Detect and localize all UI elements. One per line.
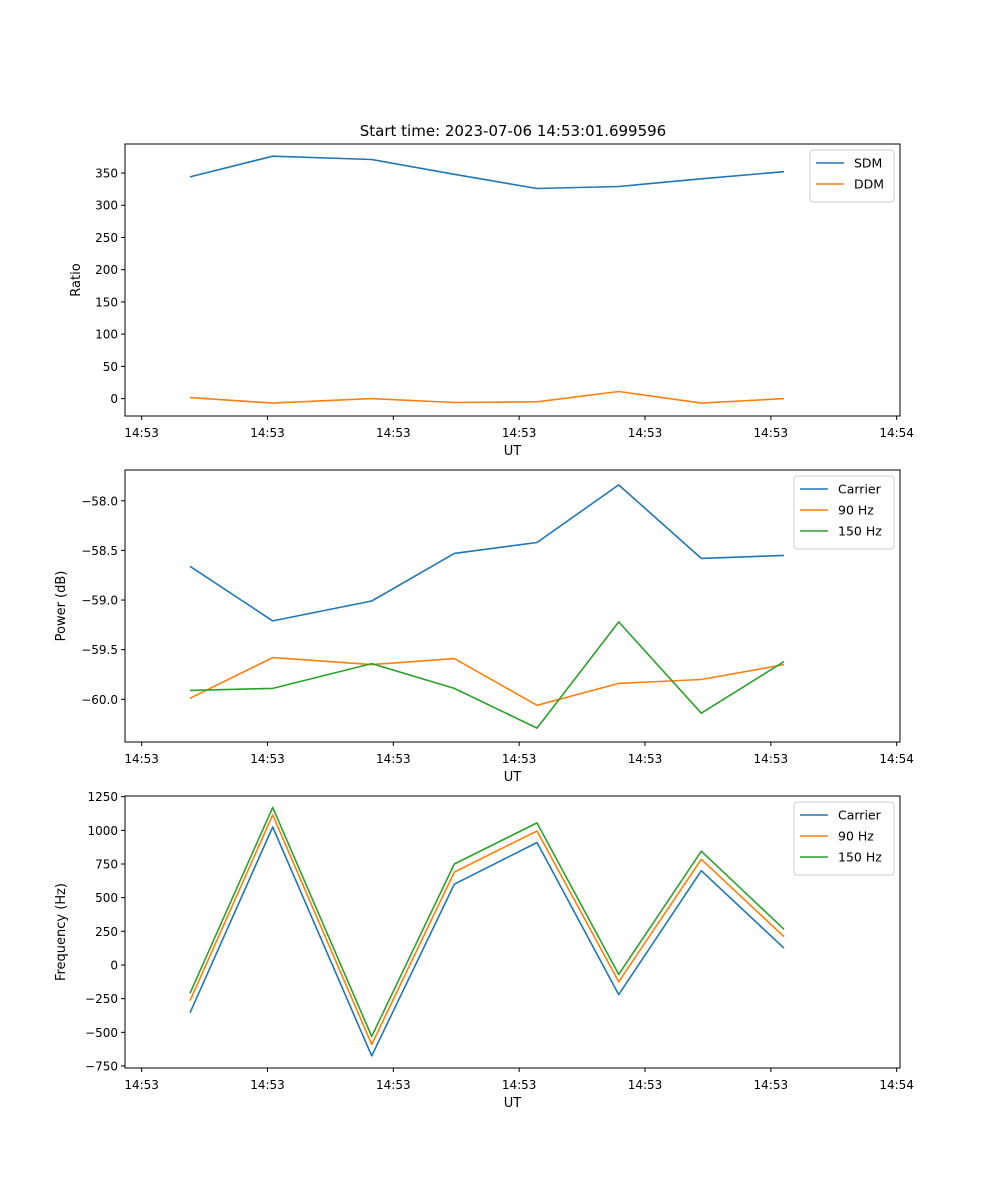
figure-title: Start time: 2023-07-06 14:53:01.699596	[360, 122, 666, 140]
x-tick-label: 14:54	[879, 426, 914, 440]
x-tick-label: 14:53	[250, 752, 285, 766]
y-tick-label: 300	[95, 199, 118, 213]
y-tick-label: 150	[95, 295, 118, 309]
subplot-power: 14:53 14:53 14:53 14:53 14:53 14:53 14:54 −60.0…	[54, 469, 914, 785]
series-line-90-hz	[189, 814, 785, 1046]
x-tick-label: 14:53	[754, 426, 789, 440]
subplot-frequency: 14:53 14:53 14:53 14:53 14:53 14:53 14:54 −750 −…	[54, 790, 914, 1111]
axes-frame	[124, 143, 901, 417]
x-tick-label: 14:54	[879, 1078, 914, 1092]
x-tick-label: 14:53	[250, 1078, 285, 1092]
x-tick-label: 14:53	[124, 752, 159, 766]
y-tick-label: 250	[95, 925, 118, 939]
series-line-150-hz	[189, 621, 785, 729]
y-tick-label: −59.5	[81, 643, 118, 657]
legend-label-ddm: DDM	[854, 177, 884, 192]
y-tick-label: −58.0	[81, 494, 118, 508]
y-tick-label: −750	[85, 1059, 118, 1073]
y-tick-label: −58.5	[81, 544, 118, 558]
series-line-150-hz	[189, 806, 785, 1038]
axes-frame	[124, 795, 901, 1069]
x-tick-label: 14:53	[376, 1078, 411, 1092]
legend-label-90-hz: 90 Hz	[838, 829, 874, 844]
x-axis-label: UT	[504, 770, 522, 785]
x-tick-label: 14:53	[628, 752, 663, 766]
y-tick-label: 0	[110, 392, 118, 406]
axes-frame	[124, 469, 901, 743]
series-line-carrier	[189, 826, 785, 1057]
y-tick-label: 500	[95, 891, 118, 905]
x-tick-label: 14:53	[502, 1078, 537, 1092]
y-axis-label: Power (dB)	[54, 571, 69, 642]
x-tick-label: 14:53	[502, 752, 537, 766]
x-axis-label: UT	[504, 1096, 522, 1111]
x-tick-label: 14:53	[376, 752, 411, 766]
x-tick-label: 14:54	[879, 752, 914, 766]
legend-label-150-hz: 150 Hz	[838, 850, 882, 865]
y-tick-label: 0	[110, 958, 118, 972]
legend-label-carrier: Carrier	[838, 482, 882, 497]
y-axis-label: Ratio	[69, 263, 84, 296]
y-tick-label: 100	[95, 328, 118, 342]
x-tick-label: 14:53	[628, 426, 663, 440]
subplot-ratio: 14:53 14:53 14:53 14:53 14:53 14:53 14:54 0 50 10…	[69, 143, 914, 459]
legend-label-sdm: SDM	[854, 156, 882, 171]
legend-label-150-hz: 150 Hz	[838, 524, 882, 539]
series-line-carrier	[189, 484, 785, 622]
x-tick-label: 14:53	[628, 1078, 663, 1092]
y-tick-label: −60.0	[81, 693, 118, 707]
series-line-ddm	[189, 390, 785, 404]
legend-label-carrier: Carrier	[838, 808, 882, 823]
x-tick-label: 14:53	[250, 426, 285, 440]
x-tick-label: 14:53	[502, 426, 537, 440]
y-tick-label: 1250	[87, 790, 118, 804]
x-tick-label: 14:53	[754, 1078, 789, 1092]
series-line-90-hz	[189, 656, 785, 707]
series-line-sdm	[189, 155, 785, 190]
x-axis-label: UT	[504, 444, 522, 459]
x-tick-label: 14:53	[124, 1078, 159, 1092]
y-tick-label: 750	[95, 858, 118, 872]
x-tick-label: 14:53	[124, 426, 159, 440]
y-tick-label: 200	[95, 263, 118, 277]
y-axis-label: Frequency (Hz)	[54, 883, 69, 981]
y-tick-label: 1000	[87, 824, 118, 838]
y-tick-label: −500	[85, 1026, 118, 1040]
y-tick-label: −59.0	[81, 594, 118, 608]
legend-label-90-hz: 90 Hz	[838, 503, 874, 518]
x-tick-label: 14:53	[376, 426, 411, 440]
y-tick-label: 350	[95, 167, 118, 181]
x-tick-label: 14:53	[754, 752, 789, 766]
y-tick-label: 250	[95, 231, 118, 245]
y-tick-label: −250	[85, 992, 118, 1006]
y-tick-label: 50	[103, 360, 118, 374]
